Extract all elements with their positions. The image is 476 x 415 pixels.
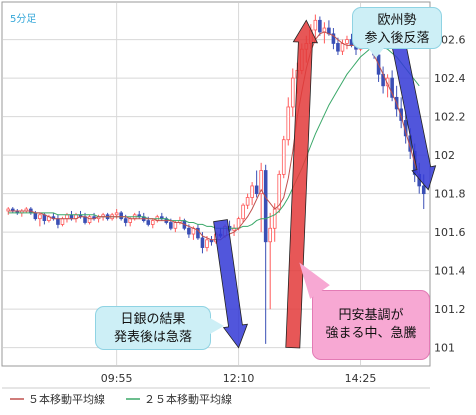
trend-arrow: [389, 31, 437, 191]
annotation-line: 欧州勢: [377, 13, 417, 28]
y-tick-label: 101.2: [434, 303, 466, 316]
candle-body: [33, 212, 38, 220]
candle-body: [272, 208, 277, 229]
arrow-layer: [213, 19, 437, 349]
y-tick-label: 101.8: [434, 188, 466, 201]
candle-body: [150, 220, 155, 225]
candle-body: [114, 212, 119, 216]
candle-body: [65, 214, 69, 220]
annotation-europe: 欧州勢 参入後反落: [352, 7, 442, 49]
candle-body: [169, 222, 173, 229]
candle-body: [399, 108, 403, 121]
candle-body: [173, 222, 178, 229]
candle-body: [56, 218, 60, 225]
y-tick-label: 102.4: [434, 72, 466, 85]
y-tick-label: 102.2: [434, 111, 466, 124]
candle-body: [318, 19, 322, 33]
timeframe-label: 5分足: [10, 13, 36, 25]
annotation-line: 日銀の結果: [120, 312, 186, 327]
x-tick-label: 12:10: [223, 372, 255, 385]
y-tick-label: 101: [434, 342, 455, 355]
legend-label: ５本移動平均線: [28, 392, 105, 406]
candle-body: [263, 170, 268, 243]
candle-body: [196, 227, 200, 239]
candle-body: [281, 139, 286, 175]
candle-body: [340, 43, 345, 52]
candle-body: [259, 170, 263, 195]
candle-body: [123, 218, 128, 223]
candle-body: [390, 77, 394, 98]
x-axis-tick-labels: 09:55 12:10 14:25: [101, 372, 377, 385]
annotation-europe-tail: [368, 48, 384, 58]
candle-body: [286, 106, 291, 141]
moving-average-layer: [8, 31, 420, 241]
candle-body: [60, 218, 65, 225]
candle-body: [128, 218, 132, 223]
candle-body: [245, 197, 250, 206]
annotation-line: 円安基調が: [338, 308, 404, 323]
y-tick-label: 102: [434, 149, 455, 162]
annotation-line: 発表後は急落: [113, 330, 192, 345]
candle-body: [250, 185, 254, 198]
candle-body: [200, 237, 205, 248]
candle-body: [119, 212, 123, 220]
candle-body: [336, 43, 340, 52]
y-tick-label: 101.6: [434, 226, 466, 239]
candle-body: [268, 227, 272, 243]
legend: ５本移動平均線 ２５本移動平均線: [2, 387, 430, 406]
candle-body: [146, 220, 151, 225]
y-axis-tick-labels: 101101.2101.4101.6101.8102102.2102.4102.…: [434, 34, 466, 355]
candle-body: [69, 214, 74, 220]
candle-body: [290, 77, 295, 108]
candle-body: [421, 185, 426, 195]
annotation-boj: 日銀の結果 発表後は急落: [95, 306, 211, 350]
candle-body: [345, 39, 349, 44]
candle-body: [254, 185, 259, 195]
annotation-boj-tail: [210, 318, 224, 334]
ma25-line: [8, 46, 420, 229]
trend-arrow: [285, 19, 319, 349]
legend-label: ２５本移動平均線: [144, 392, 232, 406]
trend-arrow: [213, 219, 249, 349]
candle-body: [322, 27, 327, 33]
annotation-line: 参入後反落: [364, 31, 430, 46]
candle-body: [6, 208, 11, 212]
candle-body: [187, 227, 191, 235]
x-tick-label: 14:25: [345, 372, 377, 385]
candle-body: [87, 216, 92, 223]
x-tick-label: 09:55: [101, 372, 133, 385]
ma5-line: [8, 31, 420, 241]
candle-body: [331, 33, 336, 44]
candle-body: [313, 19, 318, 31]
candle-body: [277, 173, 282, 210]
annotation-yen-weak: 円安基調が 強まる中、急騰: [312, 290, 430, 360]
candle-body: [241, 204, 245, 220]
y-tick-label: 101.4: [434, 265, 466, 278]
candle-body: [38, 214, 42, 220]
annotation-line: 強まる中、急騰: [325, 326, 417, 341]
candle-body: [205, 239, 209, 248]
